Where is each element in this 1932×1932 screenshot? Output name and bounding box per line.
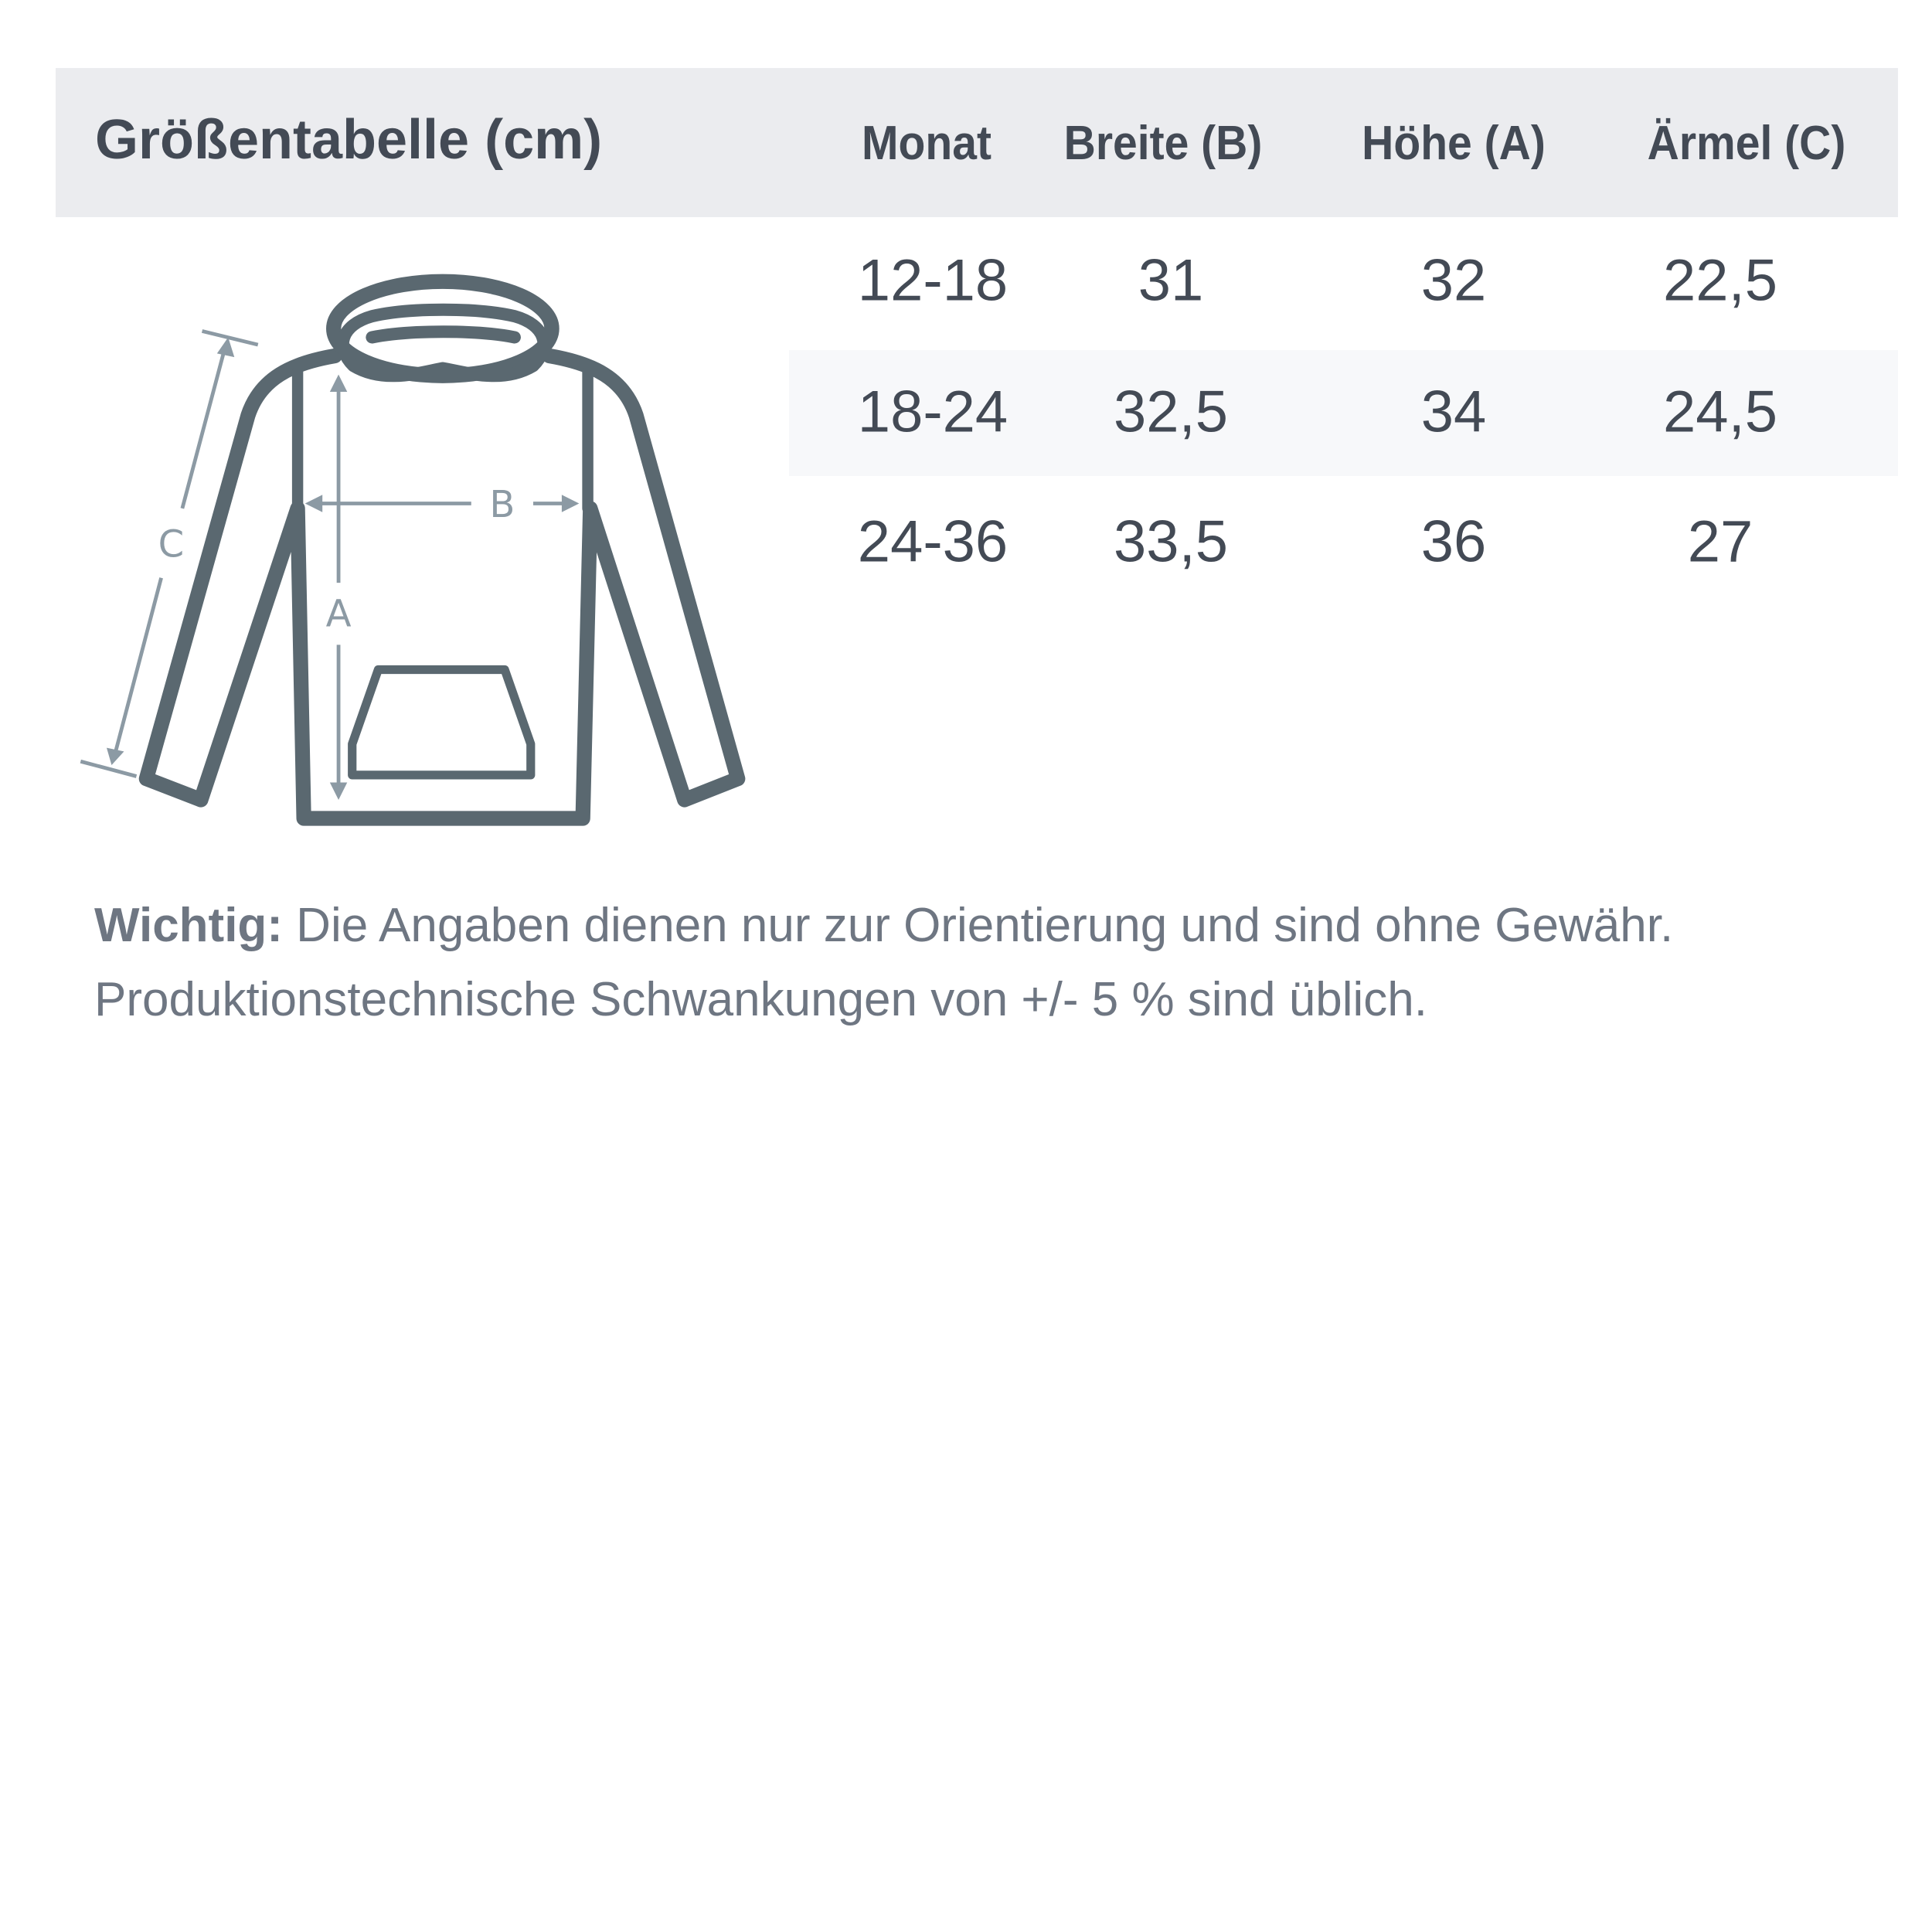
- cell-aermel: 24,5: [1663, 379, 1777, 445]
- cell-monat: 24-36: [857, 509, 1009, 575]
- cell-monat: 12-18: [857, 247, 1009, 314]
- table-header-band: [56, 68, 1898, 217]
- cell-breite: 32,5: [1114, 379, 1228, 445]
- note-line-2: Produktionstechnische Schwankungen von +…: [94, 973, 1427, 1026]
- column-header-breite: Breite (B): [1063, 117, 1263, 170]
- cell-hoehe: 32: [1420, 247, 1487, 314]
- column-header-monat: Monat: [862, 117, 992, 170]
- column-header-hoehe: Höhe (A): [1362, 117, 1546, 170]
- label-b: B: [489, 483, 515, 526]
- label-a: A: [326, 592, 352, 635]
- cell-hoehe: 34: [1420, 379, 1487, 445]
- measurement-arrows: [80, 329, 580, 800]
- row-stripe: [789, 350, 1898, 476]
- cell-breite: 31: [1138, 247, 1204, 314]
- cell-hoehe: 36: [1420, 509, 1487, 575]
- cell-monat: 18-24: [857, 379, 1009, 445]
- note-bold-label: Wichtig:: [94, 899, 283, 952]
- hoodie-outline: [138, 274, 746, 826]
- page-title: Größentabelle (cm): [95, 109, 603, 171]
- cell-aermel: 22,5: [1663, 247, 1777, 314]
- cell-aermel: 27: [1687, 509, 1753, 575]
- disclaimer-note: Wichtig: Die Angaben dienen nur zur Orie…: [94, 889, 1673, 1037]
- column-header-aermel: Ärmel (C): [1647, 117, 1846, 170]
- cell-breite: 33,5: [1114, 509, 1228, 575]
- note-line-1: Die Angaben dienen nur zur Orientierung …: [282, 899, 1674, 952]
- label-c: C: [158, 522, 185, 566]
